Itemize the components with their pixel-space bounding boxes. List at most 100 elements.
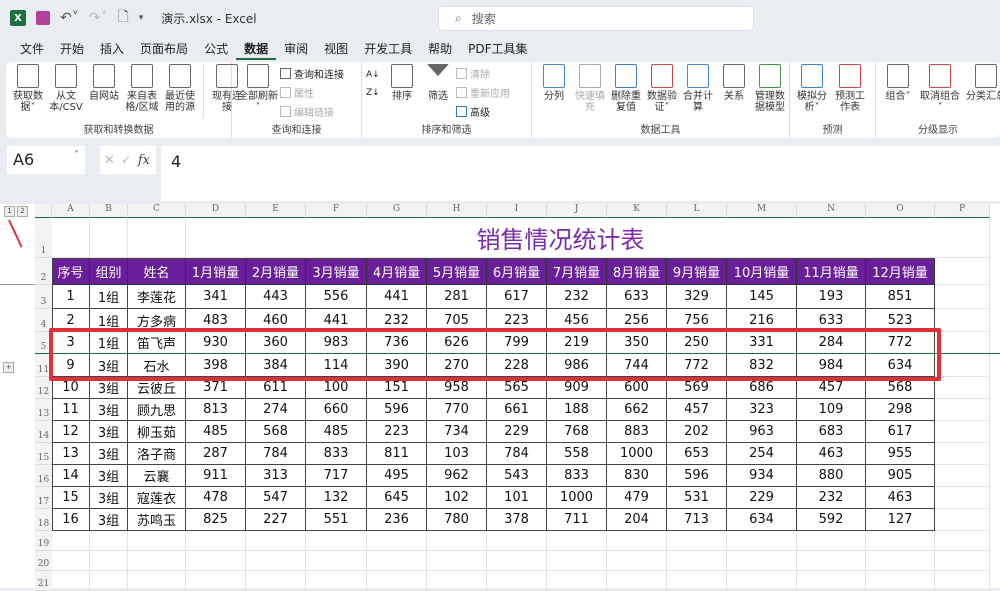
table-cell[interactable]: 569 [667, 377, 727, 399]
row-header-17[interactable]: 17 [35, 487, 52, 509]
table-cell[interactable]: 811 [367, 443, 427, 465]
tab-6[interactable]: 审阅 [284, 42, 309, 56]
tab-7[interactable]: 视图 [324, 42, 349, 56]
cell[interactable] [547, 531, 607, 551]
table-cell[interactable]: 柳玉茹 [128, 421, 186, 443]
table-cell[interactable]: 611 [246, 377, 306, 399]
table-cell[interactable]: 558 [547, 443, 607, 465]
chevron-down-icon[interactable]: ˅ [74, 150, 79, 161]
column-header-O[interactable]: O [866, 204, 935, 218]
table-cell[interactable]: 313 [246, 465, 306, 487]
g4-button-3[interactable]: 数据验证˅ [644, 64, 680, 138]
table-cell[interactable]: 寇莲衣 [128, 487, 186, 509]
column-header-A[interactable]: A [52, 204, 90, 218]
g4-button-6[interactable]: 管理数据模型 [752, 64, 788, 138]
table-cell[interactable]: 3组 [90, 377, 128, 399]
table-cell[interactable]: 832 [727, 354, 797, 377]
table-cell[interactable]: 568 [866, 377, 935, 399]
cell[interactable] [90, 531, 128, 551]
table-cell[interactable]: 3组 [90, 354, 128, 377]
column-header-cell[interactable]: 4月销量 [367, 258, 427, 285]
table-cell[interactable]: 958 [427, 377, 487, 399]
g6-button-1[interactable]: 取消组合˅ [918, 64, 962, 138]
tab-5[interactable]: 数据 [236, 38, 277, 60]
table-cell[interactable]: 苏鸣玉 [128, 509, 186, 531]
row-header-13[interactable]: 13 [35, 399, 52, 421]
cell[interactable] [90, 571, 128, 591]
row-header-21[interactable]: 21 [35, 571, 52, 591]
cell[interactable] [52, 218, 90, 258]
cell[interactable] [935, 571, 990, 591]
table-cell[interactable]: 711 [547, 509, 607, 531]
row-header-19[interactable]: 19 [35, 531, 52, 551]
column-header-D[interactable]: D [186, 204, 246, 218]
column-header-K[interactable]: K [607, 204, 667, 218]
table-cell[interactable]: 955 [866, 443, 935, 465]
cell[interactable] [52, 571, 90, 591]
tab-2[interactable]: 插入 [100, 42, 125, 56]
table-cell[interactable]: 227 [246, 509, 306, 531]
cell[interactable] [935, 309, 990, 332]
table-cell[interactable]: 10 [52, 377, 90, 399]
table-cell[interactable]: 3组 [90, 399, 128, 421]
tab-3[interactable]: 页面布局 [140, 42, 189, 56]
table-cell[interactable]: 223 [367, 421, 427, 443]
table-cell[interactable]: 229 [487, 421, 547, 443]
table-cell[interactable]: 李莲花 [128, 285, 186, 309]
table-cell[interactable]: 102 [427, 487, 487, 509]
g1-button-3[interactable]: 来自表格/区域 [124, 64, 160, 138]
table-cell[interactable]: 193 [797, 285, 866, 309]
column-header-L[interactable]: L [667, 204, 727, 218]
table-cell[interactable]: 202 [667, 421, 727, 443]
cell[interactable] [935, 443, 990, 465]
table-cell[interactable]: 634 [727, 509, 797, 531]
table-cell[interactable]: 662 [607, 399, 667, 421]
expand-group-button[interactable]: + [3, 362, 14, 373]
table-cell[interactable]: 963 [727, 421, 797, 443]
table-cell[interactable]: 633 [607, 285, 667, 309]
cell[interactable] [797, 551, 866, 571]
g5-button-0[interactable]: 模拟分析˅ [794, 64, 830, 138]
tab-9[interactable]: 帮助 [428, 42, 453, 56]
table-cell[interactable]: 962 [427, 465, 487, 487]
cell[interactable] [866, 571, 935, 591]
column-header-cell[interactable]: 5月销量 [427, 258, 487, 285]
column-header-cell[interactable]: 7月销量 [547, 258, 607, 285]
table-cell[interactable]: 236 [367, 509, 427, 531]
table-cell[interactable]: 911 [186, 465, 246, 487]
cell[interactable] [547, 571, 607, 591]
cell[interactable] [487, 551, 547, 571]
table-cell[interactable]: 13 [52, 443, 90, 465]
cell[interactable] [935, 531, 990, 551]
table-cell[interactable]: 云襄 [128, 465, 186, 487]
table-cell[interactable]: 3组 [90, 487, 128, 509]
table-cell[interactable]: 3组 [90, 443, 128, 465]
table-cell[interactable]: 833 [547, 465, 607, 487]
cell[interactable] [90, 218, 128, 258]
table-cell[interactable]: 485 [186, 421, 246, 443]
table-cell[interactable]: 495 [367, 465, 427, 487]
column-header-C[interactable]: C [128, 204, 186, 218]
select-all[interactable] [35, 204, 52, 218]
table-cell[interactable]: 101 [487, 487, 547, 509]
table-cell[interactable]: 100 [306, 377, 367, 399]
table-cell[interactable]: 784 [246, 443, 306, 465]
column-header-cell[interactable]: 8月销量 [607, 258, 667, 285]
name-box[interactable]: A6 ˅ [7, 146, 85, 174]
table-cell[interactable]: 274 [246, 399, 306, 421]
table-cell[interactable]: 457 [797, 377, 866, 399]
table-cell[interactable]: 232 [797, 487, 866, 509]
cell[interactable] [128, 531, 186, 551]
cell[interactable] [90, 551, 128, 571]
save-icon[interactable] [36, 11, 50, 25]
table-cell[interactable]: 485 [306, 421, 367, 443]
cell[interactable] [866, 531, 935, 551]
g4-button-4[interactable]: 合并计算 [680, 64, 716, 138]
table-cell[interactable]: 984 [797, 354, 866, 377]
row-header-20[interactable]: 20 [35, 551, 52, 571]
table-cell[interactable]: 905 [866, 465, 935, 487]
worksheet-grid[interactable]: 1 2 + A B C D E F G H I J K L M N O P 1 2 3 4 5 11 12 13 14 15 16 1… [0, 204, 1000, 591]
table-cell[interactable]: 3组 [90, 465, 128, 487]
row-header-18[interactable]: 18 [35, 509, 52, 531]
table-cell[interactable]: 600 [607, 377, 667, 399]
